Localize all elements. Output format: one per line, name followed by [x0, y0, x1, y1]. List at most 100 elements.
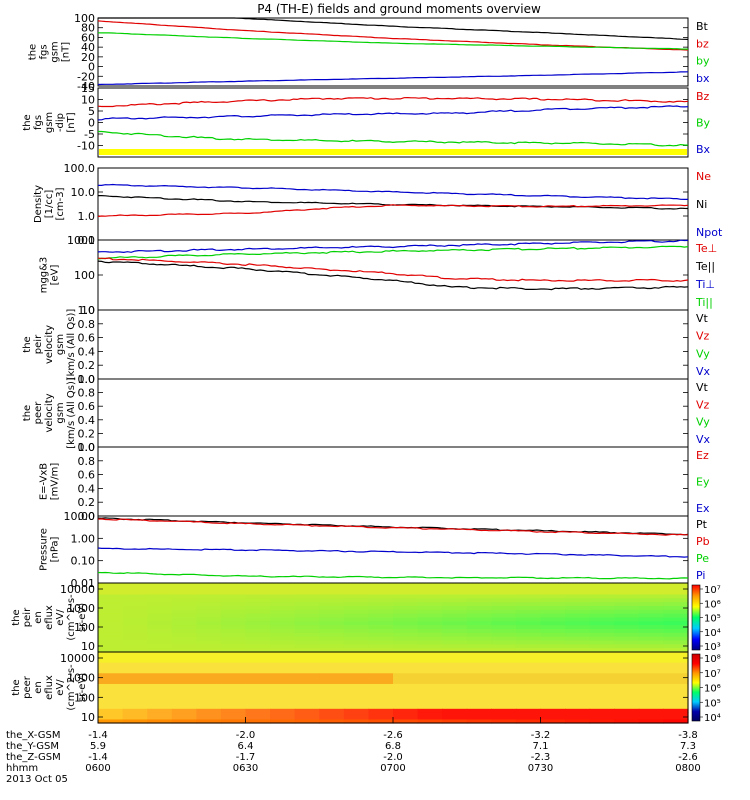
heatmap-cell: [491, 617, 517, 622]
heatmap-cell: [368, 680, 394, 685]
heatmap-cell: [466, 648, 492, 653]
colorbar: [691, 653, 701, 722]
heatmap-cell: [638, 705, 665, 710]
heatmap-cell: [417, 712, 443, 717]
heatmap-cell: [294, 606, 320, 611]
y-axis-label: thepeervelocitygsm[km/s (All Qs)]: [22, 377, 77, 449]
heatmap-cell: [614, 694, 640, 699]
panel-peer_velocity: 1.00.80.60.40.20.0thepeervelocitygsm[km/…: [22, 373, 711, 454]
heatmap-cell: [171, 648, 197, 653]
heatmap-cell: [515, 694, 542, 699]
heatmap-cell: [147, 625, 173, 630]
heatmap-cell: [565, 698, 591, 703]
heatmap-cell: [565, 655, 591, 660]
heatmap-cell: [147, 583, 173, 588]
heatmap-cell: [515, 594, 542, 599]
heatmap-cell: [196, 613, 222, 619]
heatmap-cell: [663, 698, 689, 703]
heatmap-cell: [122, 666, 148, 671]
y-axis-label-line: velocity: [44, 325, 55, 364]
heatmap-cell: [589, 648, 615, 653]
heatmap-cell: [466, 629, 492, 634]
heatmap-cell: [122, 640, 148, 645]
heatmap-cell: [540, 683, 566, 689]
heatmap-cell: [565, 676, 591, 681]
y-tick-label: 0.1: [78, 234, 96, 247]
series-line-bz: [97, 20, 689, 51]
heatmap-cell: [491, 652, 517, 657]
heatmap-cell: [417, 640, 443, 645]
series-line-Ti⊥: [97, 239, 689, 254]
heatmap-cell: [368, 613, 394, 619]
heatmap-cell: [196, 659, 222, 664]
y-tick-label: 10: [81, 304, 95, 317]
heatmap-cell: [565, 644, 591, 649]
heatmap-cell: [663, 583, 689, 588]
heatmap-cell: [147, 590, 173, 596]
heatmap-cell: [540, 625, 566, 630]
heatmap-cell: [466, 625, 492, 630]
y-axis-label: thepeerenefluxeV/(cm^2-s-sr-eV): [11, 664, 88, 711]
heatmap-cell: [171, 691, 197, 696]
heatmap-cell: [319, 652, 345, 657]
heatmap-cell: [540, 662, 566, 667]
heatmap-cell: [122, 629, 148, 634]
heatmap-cell: [638, 625, 665, 630]
heatmap-cell: [270, 712, 296, 717]
y-axis-label-line: gsm: [44, 112, 55, 133]
heatmap-cell: [220, 590, 247, 596]
heatmap-cell: [466, 719, 492, 724]
legend-label: Ti||: [695, 296, 713, 309]
y-tick-label: 0.8: [78, 318, 96, 331]
heatmap-cell: [515, 586, 542, 592]
y-tick-label: 1.00: [71, 532, 96, 545]
heatmap-cell: [442, 698, 468, 703]
heatmap-cell: [515, 698, 542, 703]
heatmap-cell: [589, 659, 615, 664]
heatmap-cell: [343, 683, 370, 689]
heatmap-cell: [147, 715, 173, 721]
heatmap-cell: [368, 636, 394, 642]
heatmap-cell: [417, 644, 443, 649]
heatmap-cell: [491, 629, 517, 634]
heatmap-cell: [196, 701, 222, 706]
heatmap-cell: [565, 590, 591, 596]
heatmap-cell: [270, 602, 296, 607]
heatmap-cell: [442, 659, 468, 664]
heatmap-cell: [294, 666, 320, 671]
heatmap-cell: [663, 648, 689, 653]
x-tick-label: -2.0: [383, 752, 403, 763]
heatmap-cell: [515, 701, 542, 706]
heatmap-cell: [417, 586, 443, 592]
heatmap-cell: [466, 617, 492, 622]
heatmap-cell: [614, 583, 640, 588]
heatmap-cell: [171, 680, 197, 685]
x-tick-label: -2.6: [678, 752, 698, 763]
heatmap-cell: [319, 701, 345, 706]
heatmap-cell: [491, 609, 517, 615]
heatmap-cell: [270, 613, 296, 619]
y-tick-label: 0.8: [78, 387, 96, 400]
heatmap-cell: [663, 586, 689, 592]
heatmap-cell: [540, 652, 566, 657]
y-axis-label-line: mgg&3: [39, 257, 50, 294]
heatmap-cell: [417, 655, 443, 660]
heatmap-cell: [245, 666, 271, 671]
heatmap-cell: [417, 636, 443, 642]
heatmap-cell: [589, 606, 615, 611]
legend-label: Ez: [696, 449, 709, 462]
heatmap-cell: [294, 648, 320, 653]
heatmap-cell: [270, 662, 296, 667]
heatmap-cell: [614, 644, 640, 649]
heatmap-cell: [220, 586, 247, 592]
heatmap-cell: [442, 694, 468, 699]
heatmap-cell: [147, 683, 173, 689]
heatmap-cell: [245, 594, 271, 599]
legend-label: Vy: [696, 347, 710, 360]
panel-peir_eflux: 10⁷10⁶10⁵10⁴10³10000100010010thepeirenef…: [11, 582, 721, 653]
heatmap-cell: [515, 691, 542, 696]
x-tick-label: 7.3: [680, 741, 696, 752]
heatmap-cell: [98, 625, 124, 630]
heatmap-cell: [343, 715, 370, 721]
